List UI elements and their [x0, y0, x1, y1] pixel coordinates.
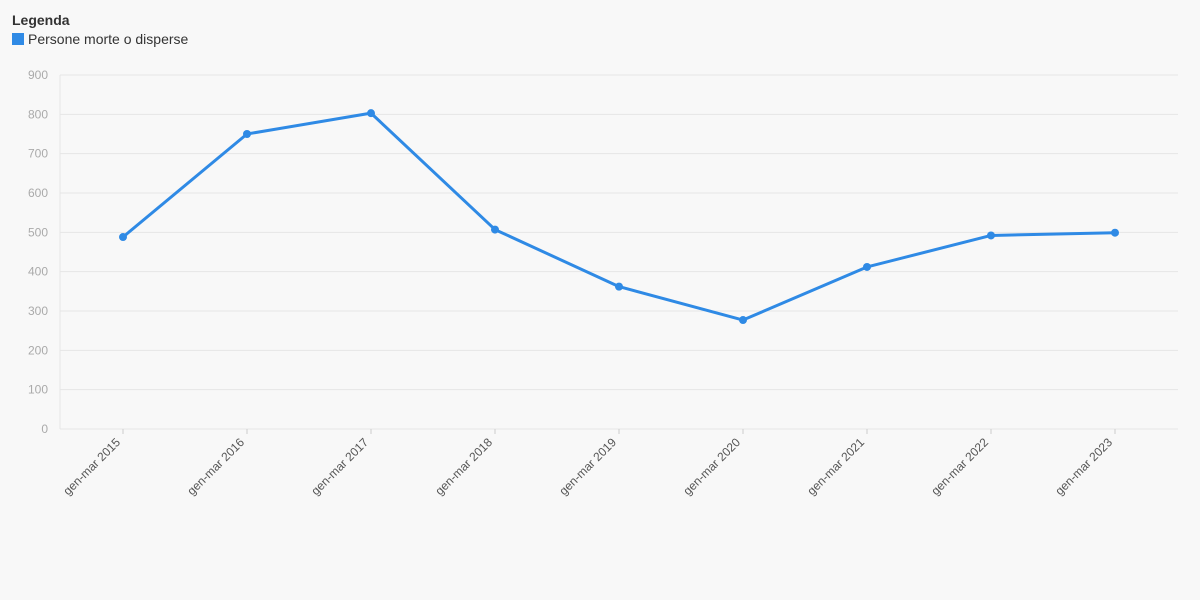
data-point	[987, 231, 995, 240]
x-axis: gen-mar 2015 gen-mar 2016 gen-mar 2017 gen-…	[60, 429, 1116, 498]
legend-item[interactable]: Persone morte o disperse	[12, 31, 188, 47]
data-point	[491, 225, 499, 234]
series	[119, 109, 1119, 325]
y-tick-label: 800	[28, 107, 48, 121]
data-point	[739, 316, 747, 325]
data-point	[367, 109, 375, 118]
data-point	[119, 233, 127, 242]
y-tick-label: 600	[28, 186, 48, 200]
x-tick-label: gen-mar 2021	[804, 435, 867, 498]
x-tick-label: gen-mar 2023	[1052, 435, 1115, 498]
y-axis: 0 100 200 300 400 500 600 700 800 900	[28, 68, 61, 436]
y-tick-label: 900	[28, 68, 48, 82]
legend-title: Legenda	[12, 12, 70, 28]
data-point	[863, 262, 871, 271]
legend: Legenda Persone morte o disperse	[12, 12, 188, 47]
x-tick-label: gen-mar 2022	[928, 435, 991, 498]
y-tick-label: 100	[28, 383, 48, 397]
legend-swatch	[12, 33, 24, 45]
x-tick-label: gen-mar 2020	[680, 435, 743, 498]
data-point	[1111, 228, 1119, 237]
legend-label: Persone morte o disperse	[28, 31, 189, 47]
x-tick-label: gen-mar 2019	[556, 435, 619, 498]
x-tick-label: gen-mar 2018	[432, 435, 495, 498]
x-tick-label: gen-mar 2016	[184, 435, 247, 498]
y-tick-label: 200	[28, 343, 48, 357]
data-point	[615, 282, 623, 291]
x-tick-label: gen-mar 2015	[60, 435, 123, 498]
y-tick-label: 300	[28, 304, 48, 318]
y-tick-label: 500	[28, 225, 48, 239]
gridlines	[60, 74, 1178, 430]
y-tick-label: 400	[28, 265, 48, 279]
y-tick-label: 0	[41, 422, 48, 436]
x-tick-label: gen-mar 2017	[308, 435, 371, 498]
y-tick-label: 700	[28, 147, 48, 161]
data-point	[243, 130, 251, 138]
